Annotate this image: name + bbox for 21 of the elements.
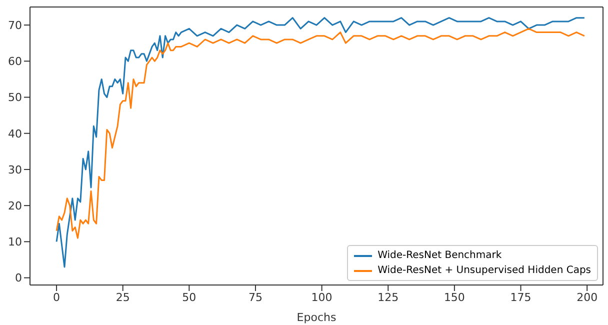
y-tick-label: 20 [8,199,22,212]
y-tick-label: 70 [8,18,22,32]
x-tick-label: 100 [311,290,332,304]
x-axis-title: Epochs [296,311,336,324]
legend-label: Wide-ResNet + Unsupervised Hidden Caps [378,264,591,278]
x-tick-label: 50 [182,290,196,304]
x-tick-label: 125 [378,290,399,304]
y-tick-label: 30 [8,163,22,176]
y-tick-label: 60 [8,55,22,68]
legend-label: Wide-ResNet Benchmark [378,249,502,263]
x-tick-label: 200 [576,290,598,304]
y-tick-label: 10 [8,236,22,249]
x-tick-label: 175 [510,290,532,304]
line-series [56,28,586,239]
y-tick-label: 50 [8,91,22,104]
y-tick-label: 40 [8,127,22,140]
x-tick-label: 150 [444,290,465,304]
x-tick-label: 25 [116,290,130,304]
y-tick-label: 0 [15,272,22,285]
x-tick-label: 0 [53,290,60,304]
x-tick-label: 75 [248,290,262,304]
